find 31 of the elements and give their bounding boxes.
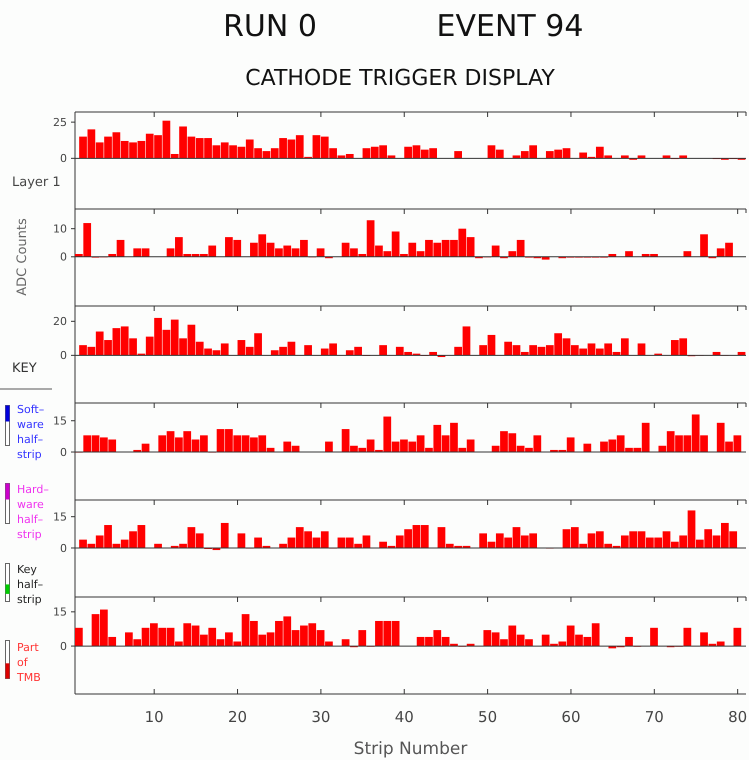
- text: Soft– ware half– strip: [17, 403, 44, 461]
- text: Hard– ware half– strip: [17, 483, 49, 541]
- y-tick-label: 25: [53, 116, 67, 129]
- y-tick-label: 15: [53, 510, 67, 524]
- y-tick-label: 0: [60, 446, 67, 459]
- x-tick-label: 60: [561, 708, 581, 726]
- x-axis-title: Strip Number: [354, 739, 468, 759]
- x-tick-label: 40: [394, 708, 414, 726]
- x-tick-label: 30: [311, 708, 330, 726]
- x-tick-label: 10: [144, 708, 164, 726]
- text: EVENT 94: [436, 9, 584, 44]
- x-tick-label: 50: [478, 708, 498, 726]
- y-tick-label: 0: [60, 152, 67, 166]
- y-tick-label: 15: [53, 414, 67, 428]
- chart-subtitle: CATHODE TRIGGER DISPLAY: [245, 66, 556, 91]
- y-tick-label: 0: [60, 349, 67, 362]
- x-tick-label: 70: [644, 708, 664, 726]
- y-tick-label: 0: [60, 640, 67, 653]
- text: Key half– strip: [17, 563, 44, 606]
- text: KEY: [12, 361, 37, 376]
- y-axis-title: ADC Counts: [15, 218, 30, 296]
- x-tick-label: 80: [728, 708, 748, 726]
- y-tick-label: 10: [53, 222, 67, 236]
- y-tick-label: 20: [53, 315, 67, 328]
- y-tick-label: 0: [60, 542, 67, 555]
- text: Part of TMB: [16, 641, 41, 684]
- y-tick-label: 15: [53, 606, 67, 619]
- x-tick-label: 20: [228, 708, 248, 726]
- chart-title: RUN 0: [223, 9, 317, 44]
- y-tick-label: 0: [60, 250, 67, 264]
- y-axis-title: Layer 1: [12, 175, 61, 190]
